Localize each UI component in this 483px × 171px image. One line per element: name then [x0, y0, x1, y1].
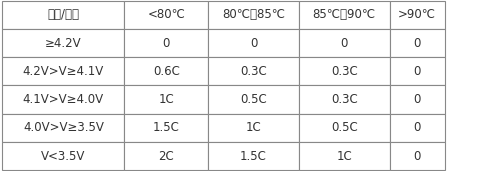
Text: 0.6C: 0.6C: [153, 65, 180, 78]
Bar: [390, 142, 445, 170]
Text: 电压/温度: 电压/温度: [47, 8, 79, 22]
Text: 1C: 1C: [245, 121, 261, 134]
Bar: [208, 114, 299, 142]
Bar: [124, 29, 208, 57]
Bar: [299, 29, 390, 57]
Text: 1C: 1C: [158, 93, 174, 106]
Bar: [124, 142, 208, 170]
Text: 0: 0: [413, 93, 421, 106]
Bar: [2, 142, 124, 170]
Text: 4.2V>V≥4.1V: 4.2V>V≥4.1V: [23, 65, 104, 78]
Bar: [390, 114, 445, 142]
Bar: [299, 86, 390, 114]
Text: 1.5C: 1.5C: [153, 121, 180, 134]
Text: 0: 0: [413, 37, 421, 50]
Text: 0.5C: 0.5C: [331, 121, 358, 134]
Text: 0: 0: [413, 149, 421, 163]
Bar: [299, 57, 390, 86]
Bar: [124, 57, 208, 86]
Text: 0: 0: [162, 37, 170, 50]
Bar: [390, 29, 445, 57]
Text: 0.3C: 0.3C: [240, 65, 267, 78]
Bar: [299, 142, 390, 170]
Text: 0.3C: 0.3C: [331, 65, 358, 78]
Bar: [299, 1, 390, 29]
Text: 4.0V>V≥3.5V: 4.0V>V≥3.5V: [23, 121, 104, 134]
Bar: [208, 57, 299, 86]
Text: 2C: 2C: [158, 149, 174, 163]
Text: 85℃～90℃: 85℃～90℃: [313, 8, 376, 22]
Text: <80℃: <80℃: [147, 8, 185, 22]
Bar: [124, 86, 208, 114]
Bar: [124, 114, 208, 142]
Bar: [390, 57, 445, 86]
Bar: [124, 1, 208, 29]
Bar: [2, 86, 124, 114]
Text: 0.3C: 0.3C: [331, 93, 358, 106]
Text: 1.5C: 1.5C: [240, 149, 267, 163]
Text: 0: 0: [341, 37, 348, 50]
Bar: [2, 114, 124, 142]
Bar: [208, 86, 299, 114]
Text: 0: 0: [413, 65, 421, 78]
Text: 4.1V>V≥4.0V: 4.1V>V≥4.0V: [23, 93, 104, 106]
Bar: [390, 86, 445, 114]
Bar: [208, 1, 299, 29]
Bar: [208, 29, 299, 57]
Text: V<3.5V: V<3.5V: [41, 149, 85, 163]
Bar: [208, 142, 299, 170]
Text: ≥4.2V: ≥4.2V: [45, 37, 82, 50]
Bar: [2, 57, 124, 86]
Bar: [299, 114, 390, 142]
Text: 1C: 1C: [337, 149, 352, 163]
Text: >90℃: >90℃: [398, 8, 436, 22]
Bar: [390, 1, 445, 29]
Text: 0.5C: 0.5C: [240, 93, 267, 106]
Text: 0: 0: [250, 37, 257, 50]
Text: 80℃～85℃: 80℃～85℃: [222, 8, 285, 22]
Bar: [2, 29, 124, 57]
Text: 0: 0: [413, 121, 421, 134]
Bar: [2, 1, 124, 29]
